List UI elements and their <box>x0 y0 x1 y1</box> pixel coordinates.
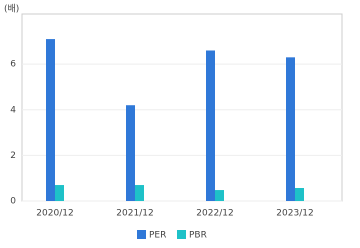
y-tick-label: 0 <box>10 197 16 207</box>
y-tick-label: 4 <box>10 105 16 115</box>
unit-label: (배) <box>4 4 19 15</box>
bar <box>286 57 295 201</box>
x-tick-label: 2023/12 <box>276 209 313 219</box>
bar <box>215 190 224 201</box>
bar <box>55 185 64 201</box>
x-tick-label: 2022/12 <box>196 209 233 219</box>
legend-label: PBR <box>189 231 207 241</box>
x-tick-label: 2020/12 <box>36 209 73 219</box>
y-tick-label: 2 <box>10 151 16 161</box>
bar <box>135 185 144 201</box>
bar <box>126 105 135 201</box>
bar <box>206 50 215 201</box>
legend-swatch <box>177 230 186 239</box>
legend-swatch <box>137 230 146 239</box>
y-tick-label: 6 <box>10 60 16 70</box>
x-tick-label: 2021/12 <box>116 209 153 219</box>
bar <box>295 188 304 201</box>
bar <box>46 39 55 202</box>
legend-label: PER <box>149 231 166 241</box>
